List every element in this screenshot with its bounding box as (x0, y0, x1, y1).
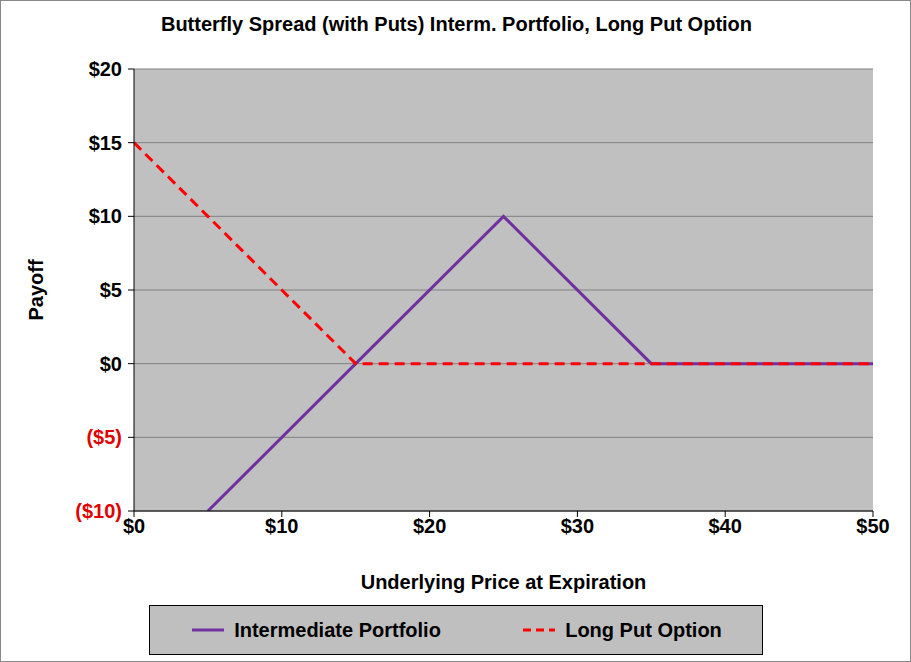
svg-text:$0: $0 (100, 353, 122, 375)
svg-text:$50: $50 (856, 515, 889, 537)
svg-text:$0: $0 (123, 515, 145, 537)
svg-text:($5): ($5) (86, 426, 122, 448)
html-text:Payoff: Payoff (24, 259, 47, 321)
svg-text:$30: $30 (561, 515, 594, 537)
svg-text:$5: $5 (100, 279, 122, 301)
svg-text:$10: $10 (89, 205, 122, 227)
svg-text:$20: $20 (89, 58, 122, 80)
svg-text:$15: $15 (89, 132, 122, 154)
html-text:Long Put Option: Long Put Option (565, 618, 722, 641)
svg-text:$20: $20 (413, 515, 446, 537)
html-text:Intermediate Portfolio: Intermediate Portfolio (234, 618, 441, 641)
html-text:Butterfly Spread (with Puts) I: Butterfly Spread (with Puts) Interm. Por… (161, 13, 752, 35)
svg-text:Underlying Price at Expiration: Underlying Price at Expiration (361, 571, 647, 593)
svg-text:$10: $10 (265, 515, 298, 537)
svg-text:$40: $40 (709, 515, 742, 537)
svg-text:($10): ($10) (75, 500, 122, 522)
